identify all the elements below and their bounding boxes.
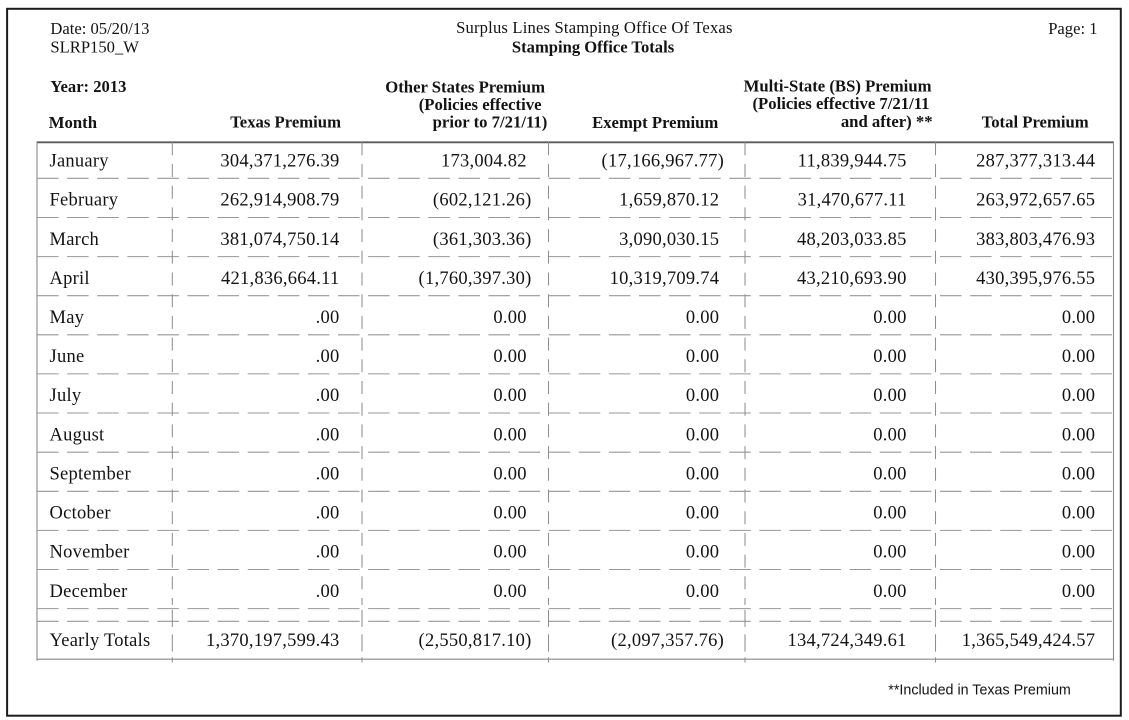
svg-text:1,370,197,599.43: 1,370,197,599.43: [206, 631, 340, 651]
svg-text:0.00: 0.00: [1062, 543, 1095, 563]
svg-text:(17,166,967.77): (17,166,967.77): [602, 152, 724, 172]
svg-text:430,395,976.55: 430,395,976.55: [976, 269, 1095, 289]
svg-text:prior to 7/21/11): prior to 7/21/11): [433, 113, 548, 132]
svg-text:SLRP150_W: SLRP150_W: [50, 38, 139, 57]
svg-text:Other States Premium: Other States Premium: [385, 77, 545, 96]
svg-text:January: January: [50, 152, 110, 172]
svg-text:0.00: 0.00: [1062, 425, 1095, 445]
svg-text:0.00: 0.00: [873, 347, 906, 367]
svg-text:0.00: 0.00: [873, 464, 906, 484]
svg-text:383,803,476.93: 383,803,476.93: [976, 230, 1095, 250]
svg-text:Year: 2013: Year: 2013: [50, 77, 126, 96]
svg-text:Date: 05/20/13: Date: 05/20/13: [50, 19, 149, 38]
svg-text:0.00: 0.00: [1062, 464, 1095, 484]
svg-text:0.00: 0.00: [686, 543, 719, 563]
svg-text:0.00: 0.00: [493, 308, 526, 328]
svg-text:Yearly Totals: Yearly Totals: [50, 631, 151, 651]
svg-text:Month: Month: [49, 113, 98, 132]
svg-text:0.00: 0.00: [873, 386, 906, 406]
svg-text:**Included in Texas Premium: **Included in Texas Premium: [888, 683, 1071, 699]
svg-text:.00: .00: [316, 504, 340, 524]
svg-text:.00: .00: [316, 386, 340, 406]
svg-text:.00: .00: [316, 347, 340, 367]
svg-text:0.00: 0.00: [686, 425, 719, 445]
svg-text:134,724,349.61: 134,724,349.61: [787, 631, 906, 651]
svg-text:(1,760,397.30): (1,760,397.30): [419, 269, 532, 289]
svg-text:September: September: [50, 464, 131, 484]
svg-text:0.00: 0.00: [1062, 347, 1095, 367]
svg-text:0.00: 0.00: [873, 308, 906, 328]
svg-text:August: August: [50, 425, 106, 445]
svg-text:43,210,693.90: 43,210,693.90: [797, 269, 907, 289]
svg-text:Surplus Lines Stamping Office: Surplus Lines Stamping Office Of Texas: [456, 18, 733, 37]
svg-text:1,659,870.12: 1,659,870.12: [619, 191, 719, 211]
svg-text:0.00: 0.00: [493, 582, 526, 602]
svg-text:.00: .00: [316, 308, 340, 328]
svg-text:March: March: [50, 230, 100, 250]
svg-text:0.00: 0.00: [686, 464, 719, 484]
svg-text:.00: .00: [316, 543, 340, 563]
svg-text:Exempt Premium: Exempt Premium: [592, 113, 718, 132]
svg-text:April: April: [50, 269, 90, 289]
svg-text:0.00: 0.00: [1062, 504, 1095, 524]
svg-text:31,470,677.11: 31,470,677.11: [798, 191, 907, 211]
svg-text:December: December: [50, 582, 128, 602]
svg-text:October: October: [50, 504, 111, 524]
svg-text:10,319,709.74: 10,319,709.74: [610, 269, 720, 289]
svg-text:June: June: [50, 347, 85, 367]
svg-text:421,836,664.11: 421,836,664.11: [221, 269, 339, 289]
svg-text:304,371,276.39: 304,371,276.39: [220, 152, 339, 172]
svg-text:(2,097,357.76): (2,097,357.76): [611, 631, 724, 651]
svg-text:3,090,030.15: 3,090,030.15: [619, 230, 719, 250]
svg-text:Multi-State (BS) Premium: Multi-State (BS) Premium: [744, 77, 932, 96]
svg-text:0.00: 0.00: [493, 386, 526, 406]
svg-text:0.00: 0.00: [873, 582, 906, 602]
svg-text:11,839,944.75: 11,839,944.75: [798, 152, 907, 172]
svg-text:July: July: [50, 386, 82, 406]
svg-text:(602,121.26): (602,121.26): [433, 191, 532, 211]
svg-text:(Policies effective 7/21/11: (Policies effective 7/21/11: [752, 94, 929, 113]
svg-text:262,914,908.79: 262,914,908.79: [220, 191, 339, 211]
svg-text:0.00: 0.00: [493, 504, 526, 524]
svg-text:0.00: 0.00: [686, 347, 719, 367]
svg-text:and after) **: and after) **: [841, 112, 933, 131]
svg-text:.00: .00: [316, 425, 340, 445]
svg-text:0.00: 0.00: [686, 582, 719, 602]
svg-text:0.00: 0.00: [686, 386, 719, 406]
svg-text:.00: .00: [316, 582, 340, 602]
svg-text:263,972,657.65: 263,972,657.65: [976, 191, 1095, 211]
svg-text:1,365,549,424.57: 1,365,549,424.57: [962, 631, 1096, 651]
svg-text:0.00: 0.00: [873, 425, 906, 445]
svg-text:0.00: 0.00: [873, 543, 906, 563]
svg-text:November: November: [50, 543, 130, 563]
svg-text:February: February: [50, 191, 119, 211]
svg-text:0.00: 0.00: [873, 504, 906, 524]
svg-text:Page: 1: Page: 1: [1048, 19, 1097, 38]
svg-text:48,203,033.85: 48,203,033.85: [797, 230, 907, 250]
svg-text:0.00: 0.00: [1062, 386, 1095, 406]
svg-text:.00: .00: [316, 464, 340, 484]
svg-text:(2,550,817.10): (2,550,817.10): [419, 631, 532, 651]
svg-text:0.00: 0.00: [686, 308, 719, 328]
svg-text:Total Premium: Total Premium: [982, 113, 1089, 132]
svg-text:287,377,313.44: 287,377,313.44: [976, 152, 1095, 172]
svg-text:0.00: 0.00: [1062, 308, 1095, 328]
svg-text:0.00: 0.00: [1062, 582, 1095, 602]
svg-text:0.00: 0.00: [493, 464, 526, 484]
svg-text:173,004.82: 173,004.82: [441, 152, 527, 172]
svg-text:(Policies effective: (Policies effective: [419, 95, 542, 114]
svg-text:0.00: 0.00: [493, 425, 526, 445]
svg-text:Stamping Office Totals: Stamping Office Totals: [512, 38, 675, 57]
svg-text:0.00: 0.00: [686, 504, 719, 524]
svg-text:(361,303.36): (361,303.36): [433, 230, 532, 250]
svg-text:Texas Premium: Texas Premium: [230, 113, 341, 132]
svg-text:0.00: 0.00: [493, 543, 526, 563]
svg-text:0.00: 0.00: [493, 347, 526, 367]
svg-text:May: May: [50, 308, 85, 328]
svg-text:381,074,750.14: 381,074,750.14: [220, 230, 339, 250]
